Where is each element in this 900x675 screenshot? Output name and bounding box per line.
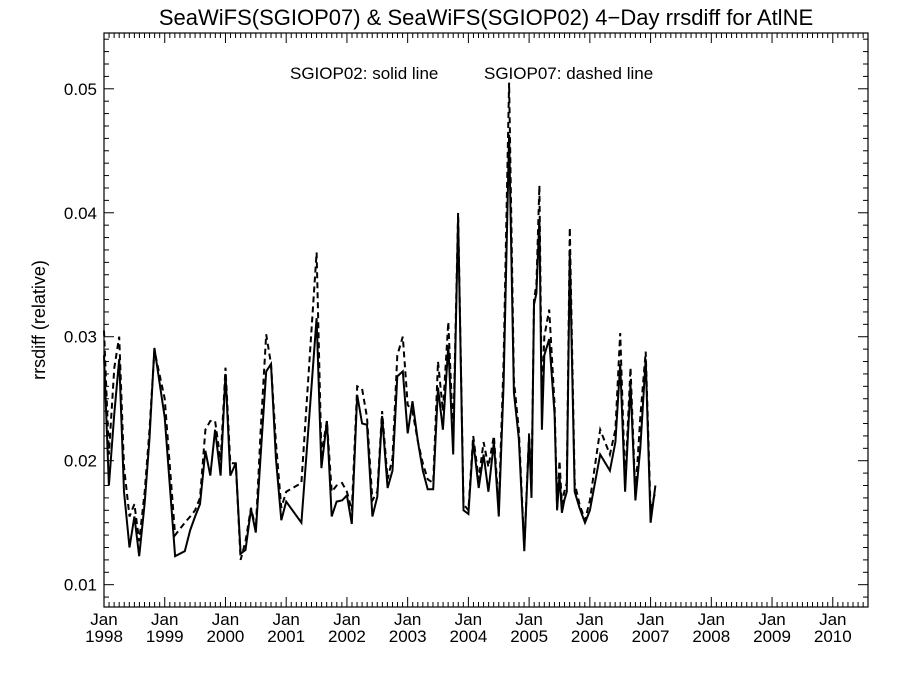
x-tick-year: 2006	[571, 627, 609, 646]
y-axis: 0.01 0.02 0.03 0.04 0.05	[64, 38, 868, 598]
y-tick-label: 0.04	[64, 204, 97, 223]
x-tick-month: Jan	[576, 610, 603, 629]
y-tick-label: 0.03	[64, 328, 97, 347]
x-tick-month: Jan	[151, 610, 178, 629]
x-tick-year: 1999	[146, 627, 184, 646]
x-tick-year: 1998	[85, 627, 123, 646]
x-tick-year: 2008	[692, 627, 730, 646]
series-line-sgiop07	[103, 82, 657, 561]
x-tick-year: 2003	[389, 627, 427, 646]
x-tick-year: 2010	[814, 627, 852, 646]
x-tick-month: Jan	[212, 610, 239, 629]
x-tick-month: Jan	[333, 610, 360, 629]
x-tick-year: 2009	[753, 627, 791, 646]
x-tick-month: Jan	[515, 610, 542, 629]
legend-note-dashed: SGIOP07: dashed line	[484, 64, 653, 83]
y-axis-label: rrsdiff (relative)	[29, 260, 49, 380]
x-tick-month: Jan	[90, 610, 117, 629]
x-tick-year: 2004	[449, 627, 487, 646]
legend-note-solid: SGIOP02: solid line	[290, 64, 438, 83]
x-tick-year: 2000	[207, 627, 245, 646]
chart-title: SeaWiFS(SGIOP07) & SeaWiFS(SGIOP02) 4−Da…	[159, 5, 813, 30]
y-tick-label: 0.02	[64, 452, 97, 471]
x-tick-year: 2001	[267, 627, 305, 646]
x-tick-month: Jan	[394, 610, 421, 629]
x-tick-year: 2005	[510, 627, 548, 646]
x-tick-month: Jan	[455, 610, 482, 629]
x-tick-month: Jan	[819, 610, 846, 629]
x-tick-month: Jan	[272, 610, 299, 629]
series-layer	[103, 82, 657, 561]
x-tick-month: Jan	[758, 610, 785, 629]
x-tick-year: 2007	[632, 627, 670, 646]
x-axis: Jan1998Jan1999Jan2000Jan2001Jan2002Jan20…	[85, 33, 864, 646]
y-tick-label: 0.05	[64, 80, 97, 99]
x-tick-month: Jan	[698, 610, 725, 629]
plot-frame	[103, 32, 869, 608]
y-tick-label: 0.01	[64, 576, 97, 595]
x-tick-month: Jan	[637, 610, 664, 629]
series-line-sgiop02	[103, 134, 657, 558]
x-tick-year: 2002	[328, 627, 366, 646]
